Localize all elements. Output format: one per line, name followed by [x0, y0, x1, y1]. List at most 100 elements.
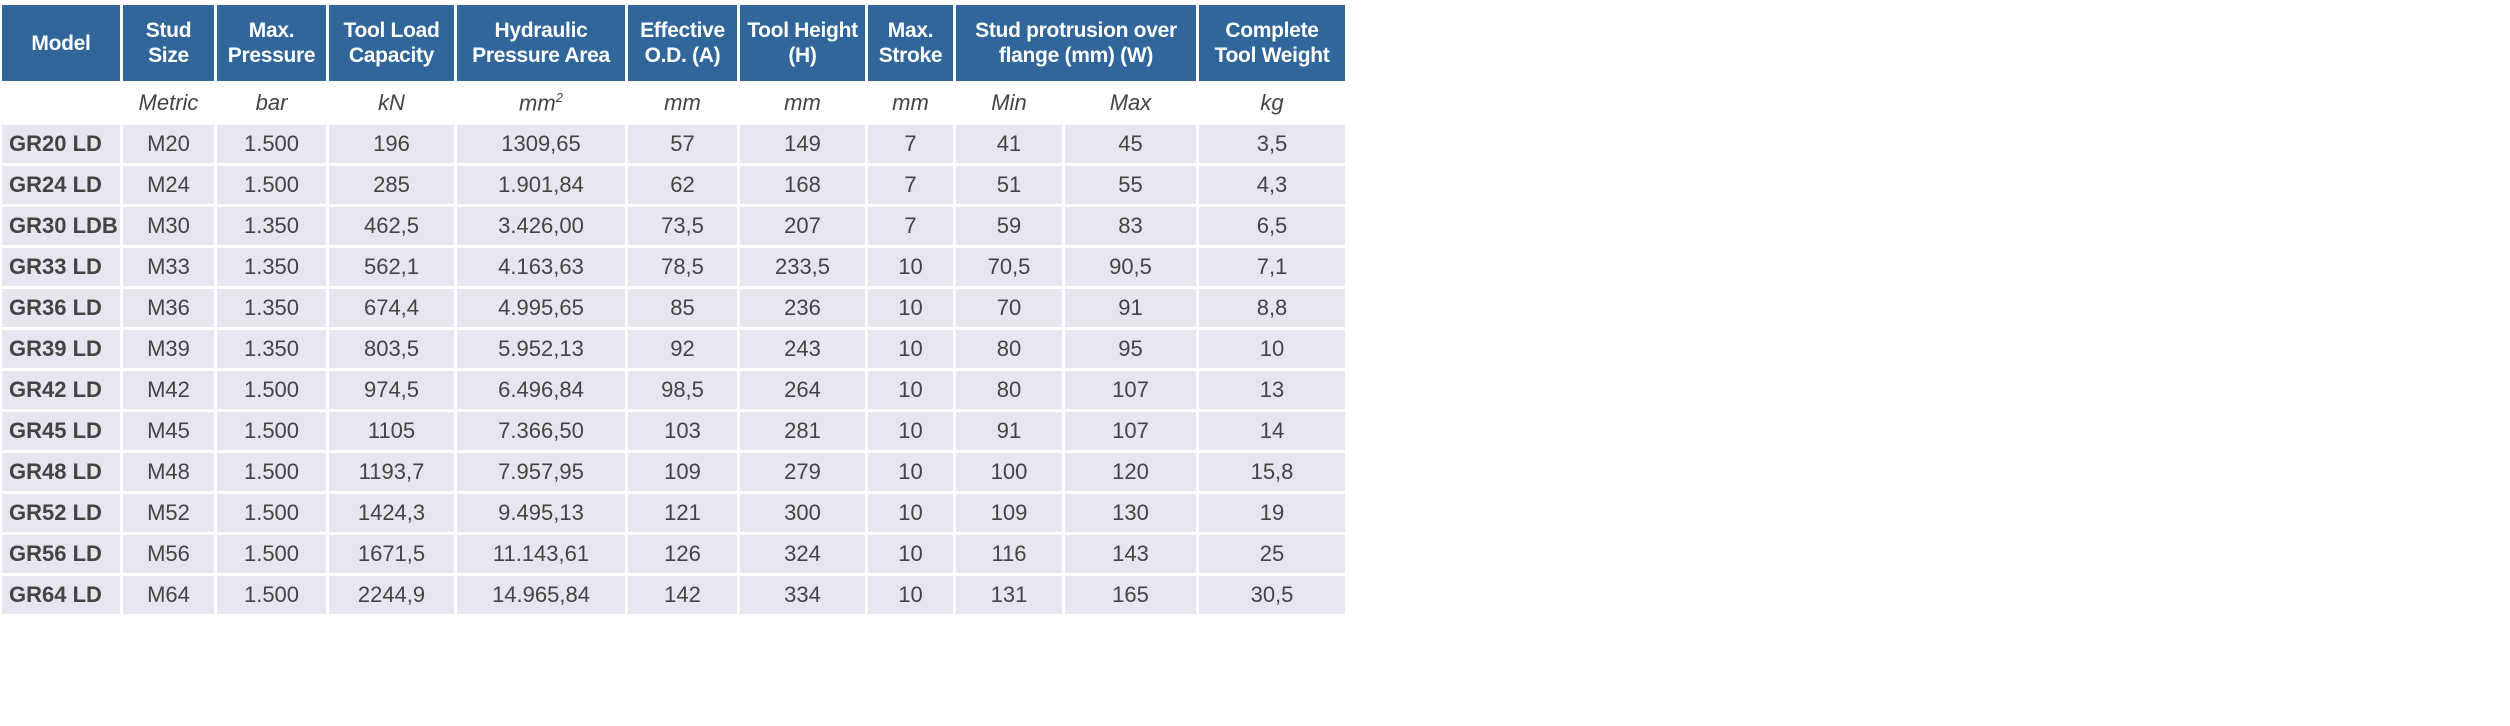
cell-tool-height: 236 — [740, 289, 865, 327]
cell-protrusion-min: 80 — [956, 371, 1062, 409]
unit-weight: kg — [1199, 84, 1345, 122]
cell-stud-size: M56 — [123, 535, 214, 573]
cell-tool-load: 562,1 — [329, 248, 454, 286]
cell-stud-size: M52 — [123, 494, 214, 532]
cell-pressure-area: 5.952,13 — [457, 330, 625, 368]
unit-model — [2, 84, 120, 122]
cell-protrusion-max: 120 — [1065, 453, 1196, 491]
table-row: GR20 LD M20 1.500 196 1309,65 57 149 7 41 45 3,5 — [2, 125, 1345, 163]
cell-max-pressure: 1.350 — [217, 330, 326, 368]
cell-pressure-area: 7.366,50 — [457, 412, 625, 450]
cell-protrusion-max: 91 — [1065, 289, 1196, 327]
cell-stud-size: M39 — [123, 330, 214, 368]
cell-max-pressure: 1.500 — [217, 576, 326, 614]
cell-model: GR30 LDB — [2, 207, 120, 245]
cell-pressure-area: 4.995,65 — [457, 289, 625, 327]
cell-protrusion-min: 51 — [956, 166, 1062, 204]
table-row: GR48 LD M48 1.500 1193,7 7.957,95 109 279 10 100… — [2, 453, 1345, 491]
cell-tool-height: 279 — [740, 453, 865, 491]
cell-tool-load: 196 — [329, 125, 454, 163]
cell-model: GR42 LD — [2, 371, 120, 409]
cell-max-stroke: 10 — [868, 453, 953, 491]
cell-max-stroke: 10 — [868, 289, 953, 327]
cell-model: GR24 LD — [2, 166, 120, 204]
header-tool-height: Tool Height (H) — [740, 5, 865, 81]
cell-stud-size: M20 — [123, 125, 214, 163]
cell-max-pressure: 1.500 — [217, 166, 326, 204]
table-row: GR36 LD M36 1.350 674,4 4.995,65 85 236 10 70 91 8… — [2, 289, 1345, 327]
cell-protrusion-max: 107 — [1065, 412, 1196, 450]
cell-max-pressure: 1.500 — [217, 125, 326, 163]
cell-pressure-area: 1309,65 — [457, 125, 625, 163]
unit-area-exponent: 2 — [555, 89, 563, 105]
cell-max-pressure: 1.500 — [217, 535, 326, 573]
cell-tool-weight: 19 — [1199, 494, 1345, 532]
header-tool-weight: Complete Tool Weight — [1199, 5, 1345, 81]
unit-area: mm2 — [457, 84, 625, 122]
cell-tool-load: 803,5 — [329, 330, 454, 368]
header-max-stroke: Max. Stroke — [868, 5, 953, 81]
header-stud-protrusion: Stud protrusion over flange (mm) (W) — [956, 5, 1196, 81]
cell-model: GR52 LD — [2, 494, 120, 532]
cell-model: GR56 LD — [2, 535, 120, 573]
unit-od: mm — [628, 84, 737, 122]
cell-tool-load: 974,5 — [329, 371, 454, 409]
cell-tool-height: 281 — [740, 412, 865, 450]
cell-max-stroke: 10 — [868, 412, 953, 450]
cell-protrusion-max: 83 — [1065, 207, 1196, 245]
cell-tool-height: 264 — [740, 371, 865, 409]
cell-tool-load: 2244,9 — [329, 576, 454, 614]
cell-max-stroke: 10 — [868, 330, 953, 368]
cell-max-pressure: 1.350 — [217, 289, 326, 327]
header-max-pressure: Max. Pressure — [217, 5, 326, 81]
cell-stud-size: M42 — [123, 371, 214, 409]
cell-tool-weight: 4,3 — [1199, 166, 1345, 204]
cell-protrusion-max: 90,5 — [1065, 248, 1196, 286]
cell-pressure-area: 6.496,84 — [457, 371, 625, 409]
cell-protrusion-min: 91 — [956, 412, 1062, 450]
cell-protrusion-min: 70 — [956, 289, 1062, 327]
table-row: GR39 LD M39 1.350 803,5 5.952,13 92 243 10 80 95 1… — [2, 330, 1345, 368]
cell-pressure-area: 14.965,84 — [457, 576, 625, 614]
cell-protrusion-min: 100 — [956, 453, 1062, 491]
cell-model: GR33 LD — [2, 248, 120, 286]
cell-effective-od: 85 — [628, 289, 737, 327]
cell-stud-size: M64 — [123, 576, 214, 614]
cell-pressure-area: 11.143,61 — [457, 535, 625, 573]
cell-effective-od: 73,5 — [628, 207, 737, 245]
unit-protrusion-min: Min — [956, 84, 1062, 122]
table-row: GR45 LD M45 1.500 1105 7.366,50 103 281 10 91 107… — [2, 412, 1345, 450]
table-row: GR52 LD M52 1.500 1424,3 9.495,13 121 300 10 109… — [2, 494, 1345, 532]
unit-protrusion-max: Max — [1065, 84, 1196, 122]
cell-model: GR36 LD — [2, 289, 120, 327]
cell-protrusion-min: 80 — [956, 330, 1062, 368]
cell-tool-weight: 14 — [1199, 412, 1345, 450]
table-row: GR24 LD M24 1.500 285 1.901,84 62 168 7 51 55 4,3 — [2, 166, 1345, 204]
cell-protrusion-max: 107 — [1065, 371, 1196, 409]
cell-max-stroke: 7 — [868, 166, 953, 204]
cell-pressure-area: 3.426,00 — [457, 207, 625, 245]
cell-effective-od: 62 — [628, 166, 737, 204]
cell-effective-od: 92 — [628, 330, 737, 368]
cell-max-pressure: 1.500 — [217, 371, 326, 409]
unit-load: kN — [329, 84, 454, 122]
cell-effective-od: 78,5 — [628, 248, 737, 286]
unit-pressure: bar — [217, 84, 326, 122]
table-row: GR56 LD M56 1.500 1671,5 11.143,61 126 324 10 11… — [2, 535, 1345, 573]
cell-tool-load: 1105 — [329, 412, 454, 450]
cell-stud-size: M48 — [123, 453, 214, 491]
cell-tool-weight: 7,1 — [1199, 248, 1345, 286]
cell-model: GR45 LD — [2, 412, 120, 450]
header-stud-size: Stud Size — [123, 5, 214, 81]
cell-tool-height: 233,5 — [740, 248, 865, 286]
unit-area-base: mm — [519, 90, 556, 116]
table-row: GR30 LDB M30 1.350 462,5 3.426,00 73,5 207 7 59 8… — [2, 207, 1345, 245]
cell-stud-size: M33 — [123, 248, 214, 286]
cell-effective-od: 103 — [628, 412, 737, 450]
cell-pressure-area: 4.163,63 — [457, 248, 625, 286]
cell-max-pressure: 1.500 — [217, 494, 326, 532]
unit-stud-size: Metric — [123, 84, 214, 122]
header-model: Model — [2, 5, 120, 81]
cell-pressure-area: 1.901,84 — [457, 166, 625, 204]
cell-effective-od: 121 — [628, 494, 737, 532]
